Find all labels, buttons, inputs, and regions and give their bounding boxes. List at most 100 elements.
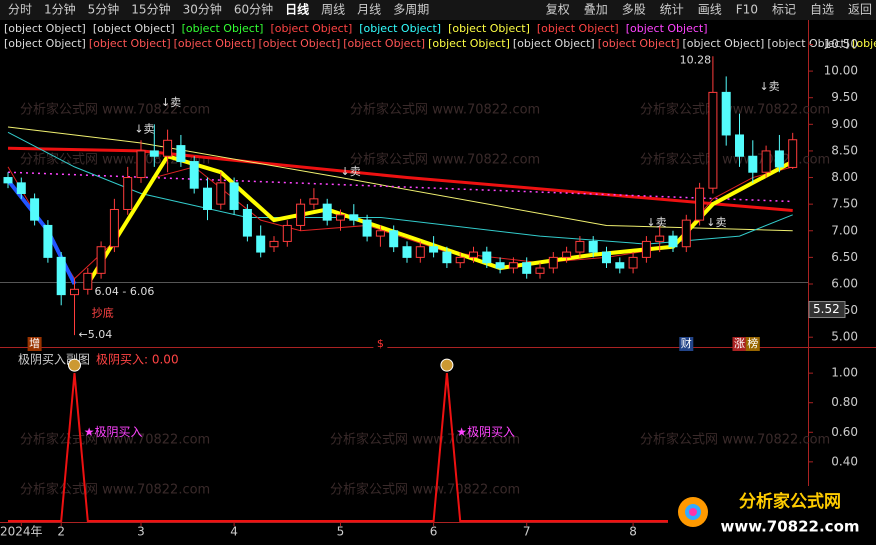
candle-body [96,246,106,274]
header-info: [object Object] [174,37,256,50]
toolbar-button[interactable]: 画线 [698,3,722,17]
candle-body [256,235,266,253]
toolbar-button[interactable]: 月线 [357,3,381,17]
y-tick-label: 6.00 [831,276,858,290]
watermark: 分析家公式网 www.70822.com [350,152,540,168]
header-info: [object Object] [4,22,86,35]
header-info: [object Object] [448,22,530,35]
candle-body [70,288,79,296]
logo-name: 分析家公式网 [739,491,841,512]
y-tick-label: 7.50 [831,197,858,211]
moving-average [7,126,793,232]
x-tick-label: 5 [337,525,345,539]
y-tick-label: 9.50 [831,90,858,104]
annotation: ★极阴买入 [456,425,515,439]
toolbar-button[interactable]: 周线 [321,3,345,17]
candle-body [269,240,279,248]
watermark: 分析家公式网 www.70822.com [330,482,520,498]
header-info: [object Object] [93,22,175,35]
x-tick-label: 4 [230,525,238,539]
header-info: [object Object] [428,37,510,50]
y-tick-label: 6.50 [831,250,858,264]
toolbar-button[interactable]: 1分钟 [44,2,76,17]
signal-line [8,373,793,522]
candle-body [16,182,26,195]
toolbar-button[interactable]: 统计 [660,3,684,17]
event-mark-bg [373,337,388,351]
toolbar-button[interactable]: 多股 [622,3,646,17]
candle-body [655,235,665,242]
header-info: [object Object] [270,22,352,35]
toolbar-button[interactable]: 叠加 [584,3,608,17]
event-mark-bg [745,337,760,351]
toolbar-button[interactable]: 分时 [8,3,32,17]
watermark: 分析家公式网 www.70822.com [350,102,540,118]
x-axis-line [0,522,808,523]
toolbar-button[interactable]: 返回 [848,3,872,17]
x-tick-label: 2024年 [0,525,43,539]
candle-body [681,219,691,248]
candle-body [748,155,758,173]
event-mark-bg [27,337,42,351]
candle-body [615,262,625,269]
header-info: [object Object] [359,22,441,35]
candle-body [83,272,93,290]
candle-body [189,161,199,189]
axis-line [808,20,809,522]
candle-body [402,246,412,258]
toolbar-button[interactable]: 60分钟 [234,2,273,17]
moving-average [7,146,793,213]
annotation: ↓卖 [759,80,779,93]
event-mark: $ [377,337,384,350]
toolbar-button[interactable]: 标记 [772,3,796,17]
x-tick-label: 8 [629,525,637,539]
candle-body [522,262,532,274]
logo-url: www.70822.com [720,518,859,536]
candle-body [442,251,452,264]
toolbar-button[interactable]: 15分钟 [131,2,170,17]
candle-body [469,251,478,258]
header-info: [object Object] [513,37,595,50]
candle-body [628,256,638,269]
event-mark-bg [679,337,694,351]
toolbar-button[interactable]: 复权 [546,3,570,17]
x-tick-label: 7 [523,525,531,539]
toolbar-button[interactable]: 30分钟 [183,2,222,17]
candle-body [336,214,345,221]
y-tick-label: 8.00 [831,170,858,184]
toolbar-button[interactable]: 日线 [285,2,309,17]
candle-body [535,267,545,274]
x-tick-label: 3 [137,525,145,539]
candle-body [3,177,13,184]
header-info: [object Object] [4,37,86,50]
event-mark: 财 [681,336,692,350]
annotation: ↓卖 [341,165,361,178]
candle-body [721,91,731,136]
annotation: ↓卖 [161,96,181,109]
candle-body [203,187,212,210]
toolbar-button[interactable]: 5分钟 [88,2,120,17]
candle-body [588,240,598,253]
toolbar-button[interactable]: F10 [736,3,758,17]
header-info: [object Object] [683,37,765,50]
candle-body [548,256,558,269]
separator [0,282,808,283]
candle-body [455,256,465,264]
header-info: [object Object] [182,22,264,35]
annotation: 10.28 [680,53,712,66]
candle-body [242,208,252,237]
header-info: [object Object] [767,37,849,50]
toolbar-button[interactable]: 多周期 [393,3,429,17]
candle-body [375,230,385,237]
toolbar-button[interactable]: 自选 [810,3,834,17]
candle-body [282,224,292,242]
y-tick-label: 10.00 [824,64,858,78]
candle-body [774,150,784,168]
cursor-label: 5.52 [813,302,840,316]
signal-icon [440,358,454,372]
y-tick-label: 0.40 [831,454,858,468]
candle-body [349,214,359,221]
event-mark-bg [732,337,747,351]
header-info: [object Object] [537,22,619,35]
candle-body [602,251,611,264]
